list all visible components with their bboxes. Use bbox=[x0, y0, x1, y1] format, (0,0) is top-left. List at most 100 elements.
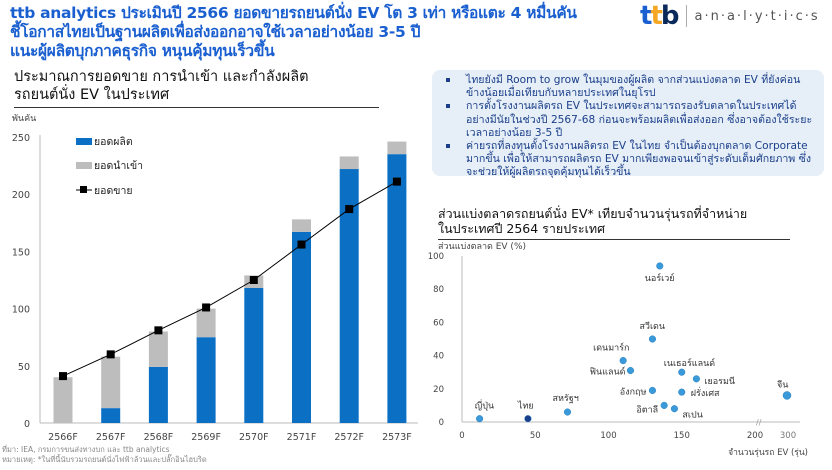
bar-production bbox=[101, 408, 121, 423]
data-point bbox=[626, 366, 635, 375]
sales-marker bbox=[106, 350, 115, 359]
legend-label: ยอดผลิต bbox=[94, 136, 133, 148]
sales-marker bbox=[154, 326, 163, 335]
x-tick-label: 2567F bbox=[96, 432, 126, 443]
x-tick-label: 2568F bbox=[144, 432, 174, 443]
data-point bbox=[692, 375, 700, 383]
sales-marker bbox=[249, 276, 258, 284]
legend-swatch-production bbox=[76, 138, 92, 145]
logo-mark: ttb bbox=[640, 1, 679, 31]
title-line: รถยนต์นั่ง EV ในประเทศ bbox=[14, 87, 170, 103]
source-note: ที่มา: IEA, กรมการขนส่งทางบก และ ttb ana… bbox=[2, 445, 170, 454]
title-line: ประมาณการยอดขาย การนำเข้า และกำลังผลิต bbox=[14, 69, 309, 85]
y-tick-label: 0 bbox=[24, 419, 30, 430]
x-tick-label: 300 bbox=[780, 431, 796, 441]
y-tick-label: 250 bbox=[12, 133, 30, 144]
data-point bbox=[619, 357, 627, 365]
x-tick-label: 2572F bbox=[334, 432, 364, 443]
x-tick-label: 200 bbox=[747, 431, 763, 441]
sales-marker bbox=[345, 205, 354, 214]
scatter-title: ส่วนแบ่งตลาดรถยนต์นั่ง EV* เทียบจำนวนรุ่… bbox=[438, 206, 790, 240]
data-point bbox=[782, 391, 792, 400]
y-tick-label: 20 bbox=[433, 385, 444, 395]
axis-break-mark: // bbox=[756, 418, 762, 427]
point-label: ญี่ปุ่น bbox=[475, 399, 495, 412]
bar-production bbox=[339, 169, 359, 423]
legend-swatch-import bbox=[76, 162, 92, 169]
y-tick-label: 40 bbox=[433, 352, 444, 362]
x-tick-label: 2570F bbox=[239, 432, 269, 443]
title-line: ส่วนแบ่งตลาดรถยนต์นั่ง EV* เทียบจำนวนรุ่… bbox=[438, 206, 748, 221]
insight-item: ไทยยังมี Room to grow ในมุมของผู้ผลิต จา… bbox=[442, 74, 814, 100]
data-point bbox=[660, 401, 668, 409]
logo-text: a·n·a·l·y·t·i·c·s bbox=[694, 8, 820, 24]
x-tick-label: 50 bbox=[530, 431, 541, 441]
y-tick-label: 200 bbox=[12, 190, 30, 201]
insights-box: ไทยยังมี Room to grow ในมุมของผู้ผลิต จา… bbox=[432, 70, 824, 178]
legend-marker-sales bbox=[80, 186, 87, 193]
point-label: สหรัฐฯ bbox=[552, 394, 578, 404]
legend-label: ยอดขาย bbox=[94, 185, 133, 197]
point-label: ฝรั่งเศส bbox=[691, 386, 720, 399]
bar-import bbox=[387, 141, 407, 155]
bar-import bbox=[196, 308, 216, 338]
data-point bbox=[656, 262, 664, 270]
x-tick-label: 150 bbox=[674, 431, 690, 441]
point-label: สวีเดน bbox=[639, 321, 665, 332]
x-tick-label: 2569F bbox=[191, 432, 221, 443]
legend-label: ยอดนำเข้า bbox=[94, 160, 143, 172]
sales-marker bbox=[202, 303, 211, 312]
bar-import bbox=[101, 356, 121, 409]
bar-import bbox=[292, 219, 311, 232]
point-label: ไทย bbox=[517, 401, 534, 412]
bar-y-unit: พันคัน bbox=[12, 114, 37, 124]
point-label: เนเธอร์แลนด์ bbox=[664, 357, 716, 369]
point-label: อังกฤษ bbox=[620, 387, 647, 397]
sales-marker bbox=[297, 240, 306, 249]
headline-line: แนะผู้ผลิตบุกภาคธุรกิจ หนุนคุ้มทุนเร็วขึ… bbox=[10, 42, 275, 60]
bar-import bbox=[53, 377, 73, 423]
x-tick-label: 100 bbox=[600, 431, 616, 441]
point-label: ฟินแลนด์ bbox=[590, 366, 626, 378]
data-point bbox=[678, 388, 686, 396]
y-tick-label: 60 bbox=[433, 318, 444, 328]
bar-import bbox=[148, 331, 168, 367]
insight-item: ค่ายรถที่ลงทุนตั้งโรงงานผลิตรถ EV ในไทย … bbox=[442, 140, 814, 180]
y-tick-label: 100 bbox=[428, 252, 444, 262]
bar-production bbox=[387, 154, 407, 423]
point-label: สเปน bbox=[682, 411, 702, 421]
insight-item: การตั้งโรงงานผลิตรถ EV ในประเทศจะสามารถร… bbox=[442, 100, 814, 140]
bar-chart-title: ประมาณการยอดขาย การนำเข้า และกำลังผลิต ร… bbox=[14, 68, 379, 108]
data-point bbox=[670, 405, 678, 413]
bar-production bbox=[244, 288, 264, 423]
bar-production bbox=[196, 337, 216, 423]
data-point bbox=[476, 415, 484, 423]
y-tick-label: 100 bbox=[12, 305, 30, 316]
x-tick-label: 0 bbox=[459, 431, 464, 441]
scatter-chart: // 0 20 40 60 80 100 0 50 100 150 200 300 จำนวนรุ่นรถ… bbox=[428, 252, 808, 458]
headline-line: ttb analytics ประเมินปี 2566 ยอดขายรถยนต… bbox=[10, 4, 577, 22]
footnote: ที่มา: IEA, กรมการขนส่งทางบก และ ttb ana… bbox=[2, 445, 207, 465]
point-label: เดนมาร์ก bbox=[593, 342, 629, 354]
headline: ttb analytics ประเมินปี 2566 ยอดขายรถยนต… bbox=[10, 4, 610, 61]
bar-production bbox=[148, 366, 168, 423]
point-label: จีน bbox=[777, 379, 788, 390]
x-tick-label: 2566F bbox=[48, 432, 78, 443]
sales-line bbox=[62, 181, 398, 377]
y-tick-label: 80 bbox=[433, 285, 444, 295]
y-tick-label: 0 bbox=[439, 418, 444, 428]
data-point bbox=[678, 368, 686, 376]
x-tick-label: 2571F bbox=[287, 432, 317, 443]
data-point bbox=[563, 408, 572, 416]
bar-chart: 0 50 100 150 200 250 2566F 2567F 2568F 2569F 2570F… bbox=[12, 133, 418, 443]
ttb-analytics-logo: ttb a·n·a·l·y·t·i·c·s bbox=[640, 1, 820, 31]
point-label: อิตาลี bbox=[636, 404, 658, 415]
title-line: ในประเทศปี 2564 รายประเทศ bbox=[438, 221, 606, 236]
y-tick-label: 50 bbox=[18, 362, 30, 373]
data-point bbox=[648, 386, 656, 395]
scatter-y-label: ส่วนแบ่งตลาด EV (%) bbox=[438, 242, 527, 252]
bar-import bbox=[339, 156, 359, 170]
x-tick-label: 2573F bbox=[382, 432, 412, 443]
sales-marker bbox=[392, 177, 401, 186]
y-tick-label: 150 bbox=[12, 247, 30, 258]
